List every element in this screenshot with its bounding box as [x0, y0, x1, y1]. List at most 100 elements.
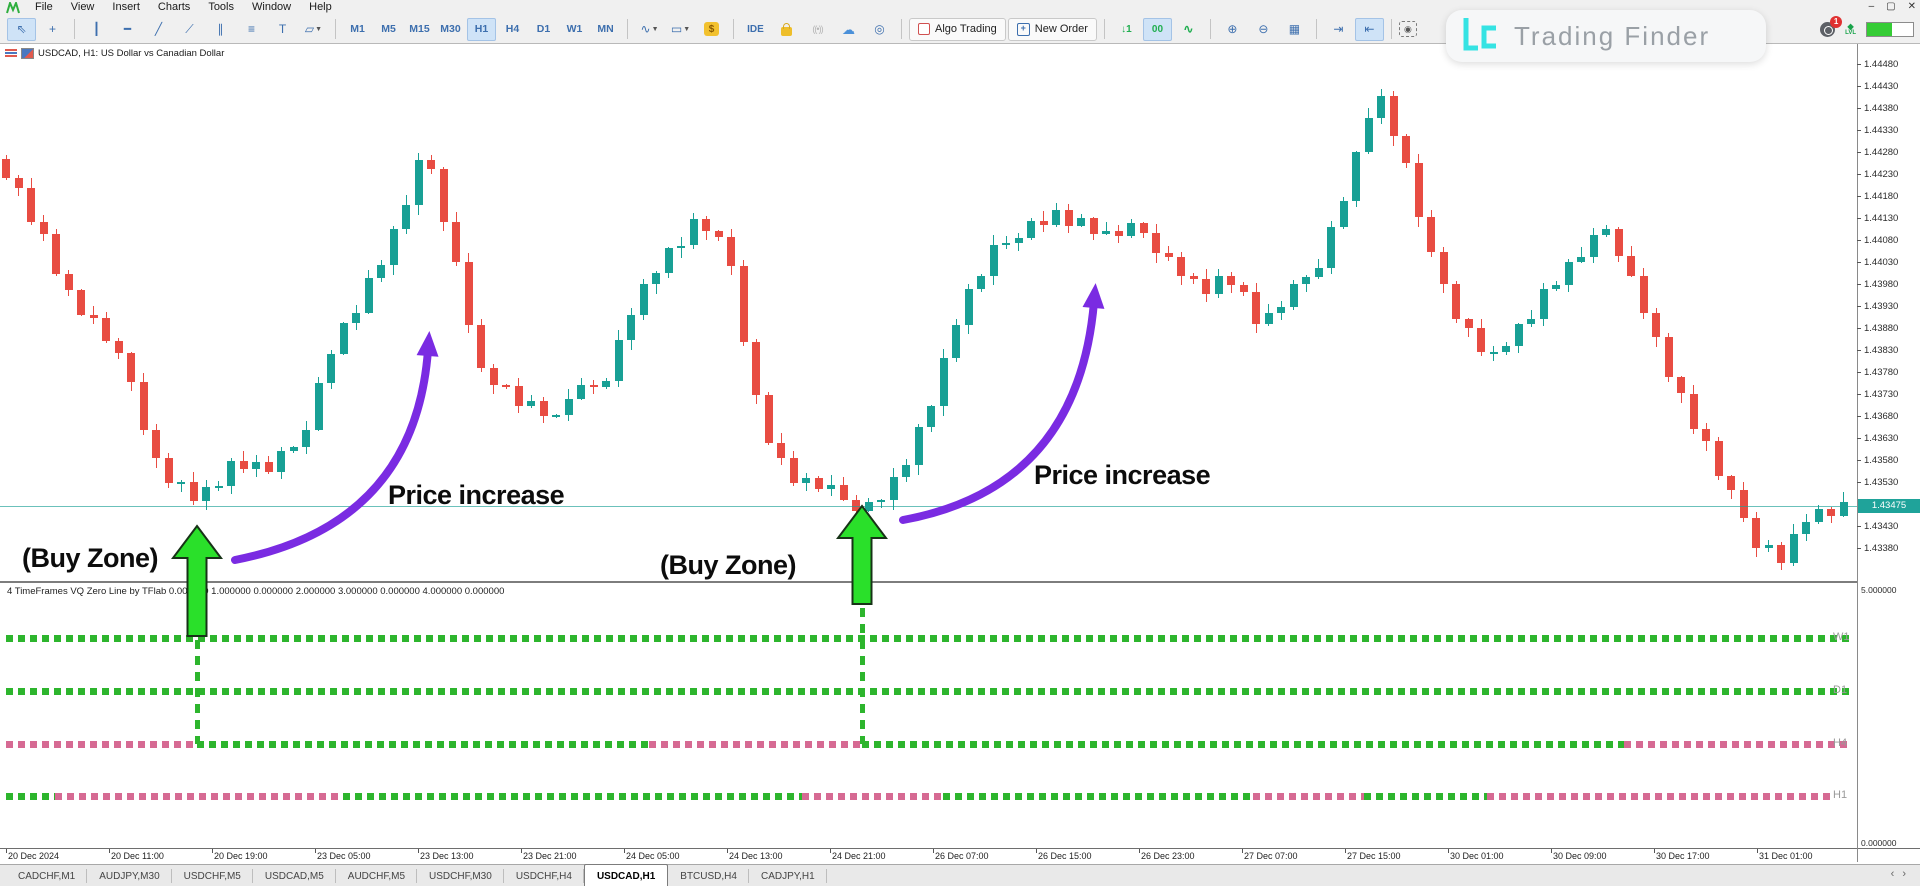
timeframe-w1-button[interactable]: W1 [566, 22, 583, 35]
candle-body [27, 188, 35, 223]
menu-file[interactable]: File [35, 1, 53, 13]
tile-windows-button[interactable]: ▦ [1288, 21, 1301, 36]
candle-body [677, 245, 685, 248]
date-label: 27 Dec 07:00 [1244, 851, 1298, 861]
timeframe-mn-button[interactable]: MN [597, 22, 614, 35]
chart-tab-audchf-m5[interactable]: AUDCHF,M5 [336, 865, 418, 886]
timeframe-m15-button[interactable]: M15 [409, 22, 430, 35]
line-chart-button[interactable]: ∿ [1183, 21, 1194, 36]
signals-icon[interactable]: ((•)) [812, 23, 823, 34]
bar-chart-button[interactable]: 00 [1142, 17, 1172, 41]
ide-button[interactable]: IDE [747, 23, 764, 35]
timeframe-h4-button[interactable]: H4 [505, 22, 520, 35]
indicator-panel-separator[interactable] [0, 581, 1857, 583]
indicator-dotted-line-w1 [6, 635, 1850, 642]
candle-body [1052, 210, 1060, 225]
chart-header: USDCAD, H1: US Dollar vs Canadian Dollar [5, 48, 224, 59]
tick-chart-button[interactable]: ↓1 [1121, 23, 1132, 35]
candle-wick [1530, 309, 1532, 327]
indicator-dotted-line-h4 [649, 741, 862, 748]
minimize-button[interactable]: – [1868, 1, 1875, 12]
fibonacci-tool-button[interactable]: ≡ [247, 21, 255, 36]
tradingfinder-logo-icon [1463, 18, 1496, 51]
zoom-in-button[interactable]: ⊕ [1227, 21, 1238, 36]
copy-trading-icon[interactable]: ◎ [874, 21, 885, 36]
chart-tab-usdchf-m5[interactable]: USDCHF,M5 [172, 865, 254, 886]
chart-tab-cadjpy-h1[interactable]: CADJPY,H1 [749, 865, 827, 886]
trendline-tool-button[interactable]: ╱ [154, 21, 163, 36]
price-tick [1857, 350, 1861, 351]
menu-insert[interactable]: Insert [112, 1, 140, 13]
crosshair-tool-button[interactable]: + [48, 21, 56, 36]
equidistant-channel-tool-button[interactable]: ∥ [217, 21, 224, 36]
candle-body [477, 324, 485, 368]
candle-body [402, 205, 410, 229]
indicators-button[interactable]: ∿ ▼ [640, 21, 659, 36]
current-price-line [0, 506, 1857, 507]
timeframe-h1-button[interactable]: H1 [467, 17, 496, 41]
chart-shift-button[interactable]: ⇤ [1354, 17, 1384, 41]
chart-tab-usdchf-m30[interactable]: USDCHF,M30 [417, 865, 504, 886]
timeframe-m30-button[interactable]: M30 [440, 22, 461, 35]
timeframe-m1-button[interactable]: M1 [350, 22, 365, 35]
timeframe-m5-button[interactable]: M5 [381, 22, 396, 35]
shapes-tool-button[interactable]: ▱ ▼ [304, 21, 323, 36]
chart-title: USDCAD, H1: US Dollar vs Canadian Dollar [38, 48, 225, 59]
candle-body [639, 284, 648, 316]
candle-body [1089, 218, 1098, 235]
indicator-row-label-w1: W1 [1833, 631, 1850, 643]
date-tick [212, 849, 213, 853]
menu-tools[interactable]: Tools [208, 1, 234, 13]
cloud-icon[interactable]: ☁ [842, 21, 855, 37]
candle-body [1289, 284, 1298, 308]
buy-zone-label-1: (Buy Zone) [22, 543, 159, 573]
menu-items: File View Insert Charts Tools Window Help [26, 0, 341, 15]
deposit-button[interactable]: $ [697, 18, 726, 41]
candle-body [1539, 288, 1548, 319]
restore-button[interactable]: ▢ [1886, 1, 1896, 12]
candle-body [1627, 255, 1635, 276]
candle-body [902, 464, 910, 477]
trendline-angle-tool-button[interactable]: ⟋ [185, 21, 194, 36]
candle-body [1314, 267, 1323, 277]
cursor-tool-button[interactable]: ⇖ [7, 17, 36, 41]
price-tick [1857, 130, 1861, 131]
candle-body [727, 237, 735, 266]
chart-tab-usdchf-h4[interactable]: USDCHF,H4 [504, 865, 585, 886]
close-button[interactable]: ✕ [1907, 1, 1916, 12]
zoom-out-button[interactable]: ⊖ [1258, 21, 1269, 36]
tab-scroll-arrows[interactable]: ‹› [1890, 868, 1914, 880]
candle-body [327, 353, 335, 384]
new-order-button[interactable]: + New Order [1007, 17, 1097, 41]
notifications-icon[interactable]: 1 [1820, 16, 1843, 37]
menu-window[interactable]: Window [252, 1, 292, 13]
candle-body [314, 383, 323, 431]
candle-body [614, 340, 623, 381]
date-label: 23 Dec 05:00 [317, 851, 371, 861]
timeframe-d1-button[interactable]: D1 [536, 22, 551, 35]
market-lock-icon[interactable] [772, 18, 801, 41]
chart-tab-cadchf-m1[interactable]: CADCHF,M1 [6, 865, 88, 886]
vertical-line-tool-button[interactable]: ┃ [92, 21, 101, 36]
date-tick [1036, 849, 1037, 853]
algo-trading-button[interactable]: Algo Trading [909, 17, 1006, 41]
candle-body [1139, 223, 1148, 233]
menu-help[interactable]: Help [309, 1, 332, 13]
menu-charts[interactable]: Charts [157, 1, 191, 13]
indicator-dotted-line-h1 [343, 793, 802, 800]
candle-body [1239, 284, 1248, 293]
chart-tab-usdcad-h1[interactable]: USDCAD,H1 [583, 864, 669, 886]
screenshot-button[interactable]: ◉ [1398, 21, 1417, 37]
auto-scroll-button[interactable]: ⇥ [1333, 21, 1344, 36]
date-label: 20 Dec 2024 [8, 851, 60, 861]
menu-view[interactable]: View [70, 1, 95, 13]
text-tool-button[interactable]: T [278, 21, 287, 36]
chart-tab-usdcad-m5[interactable]: USDCAD,M5 [253, 865, 336, 886]
chart-template-button[interactable]: ▭ ▼ [670, 21, 691, 36]
chart-tab-btcusd-h4[interactable]: BTCUSD,H4 [668, 865, 749, 886]
chart-tab-audjpy-m30[interactable]: AUDJPY,M30 [87, 865, 173, 886]
indicator-row-label-h4: H4 [1833, 737, 1848, 749]
price-label: 1.43530 [1864, 476, 1899, 488]
candle-body [1727, 476, 1735, 491]
horizontal-line-tool-button[interactable]: ━ [123, 21, 132, 36]
